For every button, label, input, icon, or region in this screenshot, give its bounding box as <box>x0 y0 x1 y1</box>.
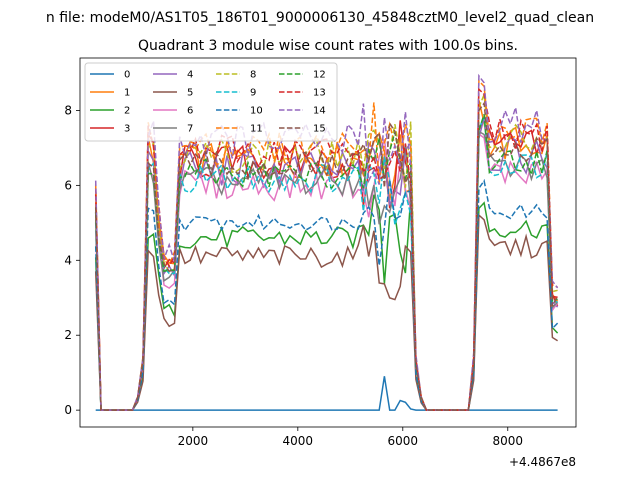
x-offset-label: +4.4867e8 <box>509 455 576 469</box>
figure-suptitle: n file: modeM0/AS1T05_186T01_9000006130_… <box>46 10 594 26</box>
legend-label: 7 <box>187 124 193 135</box>
series-line-12 <box>94 114 558 411</box>
y-tick-label: 0 <box>64 403 72 417</box>
series-line-10 <box>94 178 559 411</box>
legend-label: 14 <box>313 106 326 117</box>
y-axis: 0 2 4 6 8 <box>64 103 80 417</box>
legend-label: 1 <box>124 88 130 99</box>
legend-label: 0 <box>124 70 130 81</box>
legend-label: 11 <box>250 124 263 135</box>
x-tick-label: 8000 <box>492 434 523 448</box>
legend-label: 12 <box>313 70 326 81</box>
x-tick-label: 6000 <box>388 434 419 448</box>
series-line-5 <box>94 213 559 411</box>
legend-label: 9 <box>250 88 256 99</box>
plot-frame <box>79 57 577 428</box>
series-layer <box>94 73 559 411</box>
y-tick-label: 4 <box>64 253 72 267</box>
legend-label: 2 <box>124 106 130 117</box>
y-tick-label: 6 <box>64 178 72 192</box>
series-line-0 <box>95 376 558 411</box>
legend-label: 15 <box>313 124 326 135</box>
legend-label: 8 <box>250 70 256 81</box>
y-tick-label: 2 <box>64 328 72 342</box>
legend-label: 13 <box>313 88 326 99</box>
legend-box <box>84 62 338 142</box>
legend-label: 10 <box>250 106 263 117</box>
legend-label: 6 <box>187 106 193 117</box>
series-line-15 <box>94 101 559 411</box>
legend-label: 3 <box>124 124 130 135</box>
series-line-9 <box>94 114 558 411</box>
series-line-2 <box>94 194 559 411</box>
series-line-6 <box>94 132 559 411</box>
x-tick-label: 2000 <box>178 434 209 448</box>
x-axis: 2000 4000 6000 8000 <box>178 427 523 448</box>
y-tick-label: 8 <box>64 103 72 117</box>
legend-label: 5 <box>187 88 193 99</box>
legend-label: 4 <box>187 70 193 81</box>
series-line-11 <box>94 79 558 411</box>
x-tick-label: 4000 <box>283 434 314 448</box>
chart-title: Quadrant 3 module wise count rates with … <box>138 38 518 54</box>
